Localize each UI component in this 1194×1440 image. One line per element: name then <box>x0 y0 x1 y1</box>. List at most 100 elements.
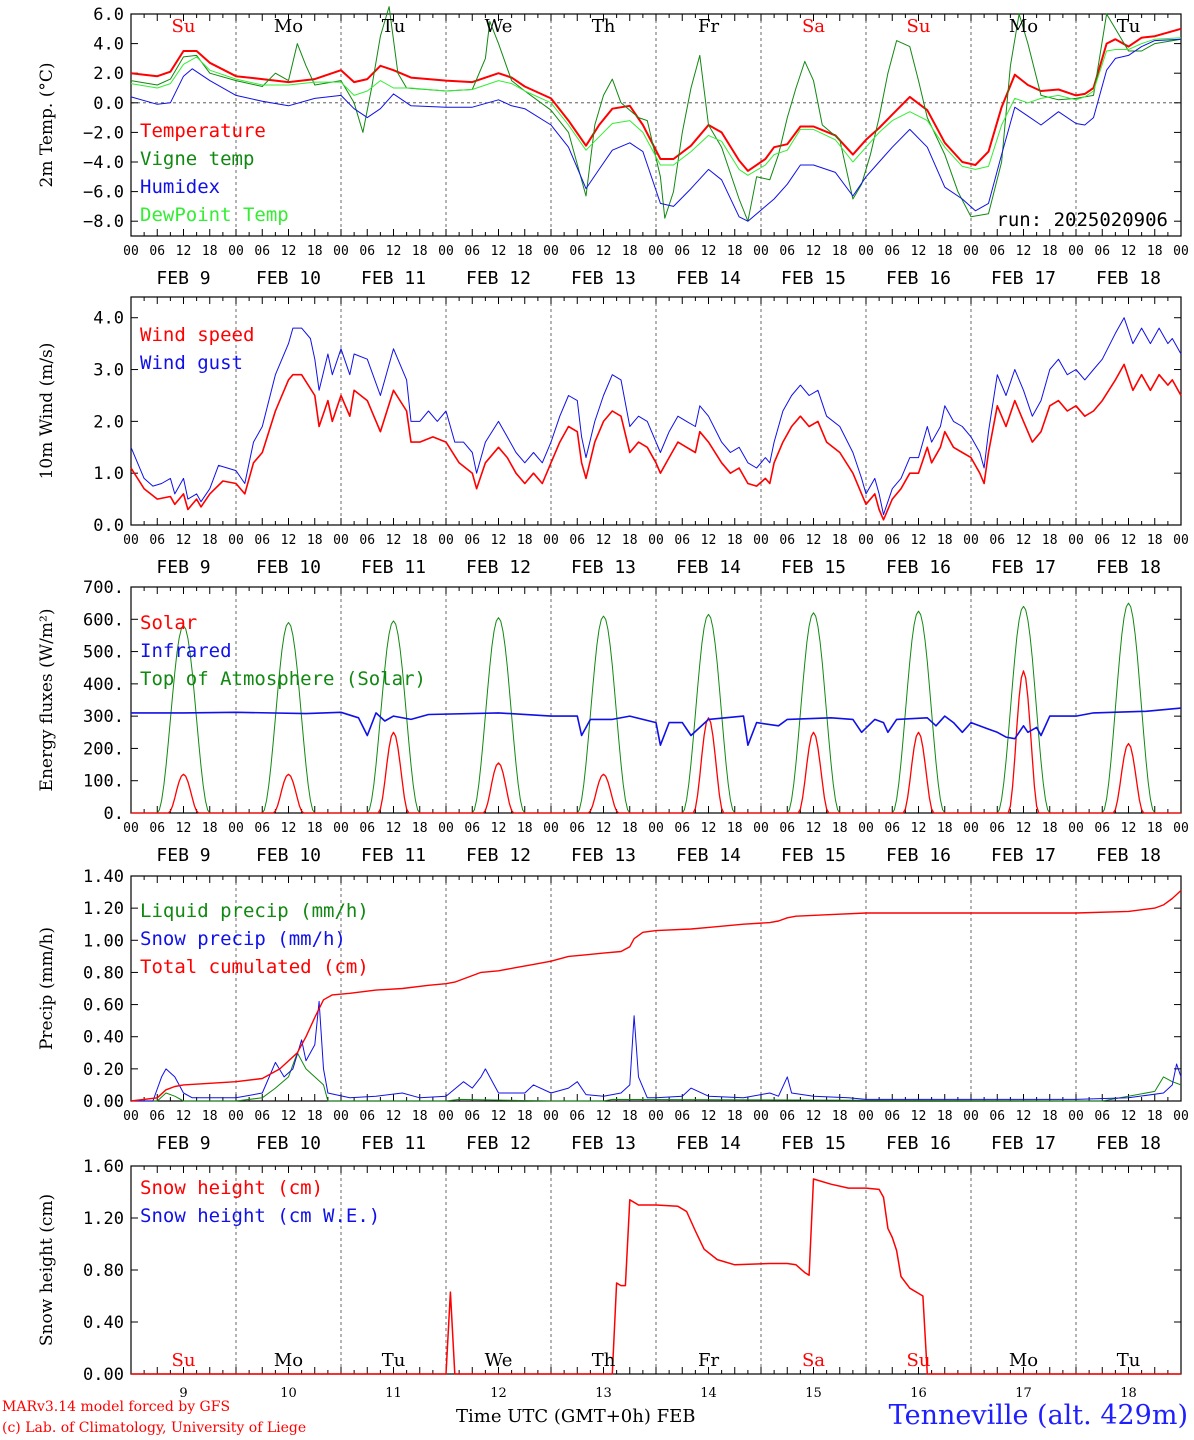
weekday-label: Tu <box>382 16 406 37</box>
hour-tick-label: 12 <box>806 533 822 548</box>
hour-tick-label: 18 <box>1147 244 1163 259</box>
hour-tick-label: 12 <box>491 533 507 548</box>
hour-tick-label: 18 <box>1147 821 1163 836</box>
hour-tick-label: 00 <box>963 244 979 259</box>
date-label: FEB 17 <box>991 845 1056 866</box>
hour-tick-label: 00 <box>543 533 559 548</box>
hour-tick-label: 18 <box>412 821 428 836</box>
hour-tick-label: 12 <box>806 244 822 259</box>
hour-tick-label: 00 <box>333 821 349 836</box>
hour-tick-label: 12 <box>701 821 717 836</box>
weekday-label: Fr <box>698 1350 719 1371</box>
hour-tick-label: 18 <box>832 533 848 548</box>
date-label: FEB 10 <box>256 557 321 578</box>
hour-tick-label: 06 <box>989 1109 1005 1124</box>
hour-tick-label: 18 <box>412 533 428 548</box>
legend-entry: Infrared <box>140 640 232 662</box>
weekday-label: Su <box>172 1350 196 1371</box>
weekday-label: Th <box>592 16 616 37</box>
date-label: FEB 15 <box>781 268 846 289</box>
hour-tick-label: 06 <box>1094 1109 1110 1124</box>
date-label: FEB 13 <box>571 845 636 866</box>
series-line-dewpoint-temp <box>130 37 1182 176</box>
y-tick-label: 2.0 <box>93 412 124 432</box>
hour-tick-label: 12 <box>176 533 192 548</box>
legend-entry: Top of Atmosphere (Solar) <box>140 668 426 690</box>
y-tick-label: 4.0 <box>93 309 124 329</box>
date-label: FEB 11 <box>361 1133 426 1154</box>
hour-tick-label: 06 <box>359 821 375 836</box>
hour-tick-label: 18 <box>832 1109 848 1124</box>
hour-tick-label: 00 <box>753 533 769 548</box>
hour-tick-label: 18 <box>727 244 743 259</box>
date-label: FEB 13 <box>571 557 636 578</box>
hour-tick-label: 12 <box>386 821 402 836</box>
hour-tick-label: 12 <box>806 1109 822 1124</box>
hour-tick-label: 18 <box>307 821 323 836</box>
series-line-wind-speed <box>130 363 1182 521</box>
day-number-label: 9 <box>179 1386 187 1401</box>
weekday-label: Su <box>907 16 931 37</box>
day-number-label: 16 <box>910 1386 927 1401</box>
y-tick-label: 1.20 <box>83 1209 124 1229</box>
hour-tick-label: 18 <box>727 533 743 548</box>
hour-tick-label: 12 <box>281 1109 297 1124</box>
hour-tick-label: 18 <box>1042 821 1058 836</box>
legend-entry: Temperature <box>140 120 266 142</box>
day-number-label: 13 <box>595 1386 612 1401</box>
y-tick-label: 2.0 <box>93 64 124 84</box>
hour-tick-label: 18 <box>307 1109 323 1124</box>
hour-tick-label: 12 <box>491 244 507 259</box>
hour-tick-label: 18 <box>832 821 848 836</box>
weekday-label: Mo <box>274 1350 303 1371</box>
hour-tick-label: 06 <box>674 533 690 548</box>
hour-tick-label: 00 <box>228 533 244 548</box>
date-label: FEB 10 <box>256 1133 321 1154</box>
model-credit: MARv3.14 model forced by GFS <box>2 1399 231 1415</box>
y-tick-label: 0.80 <box>83 963 124 983</box>
hour-tick-label: 06 <box>464 821 480 836</box>
hour-tick-label: 00 <box>648 1109 664 1124</box>
series-line-total-cumulated-cm- <box>130 889 1182 1102</box>
y-tick-label: 0.00 <box>83 1365 124 1385</box>
hour-tick-label: 06 <box>149 821 165 836</box>
date-label: FEB 14 <box>676 845 741 866</box>
hour-tick-label: 18 <box>1147 1109 1163 1124</box>
legend-entry: Wind speed <box>140 324 254 346</box>
hour-tick-label: 06 <box>464 244 480 259</box>
hour-tick-label: 00 <box>123 533 139 548</box>
day-number-label: 10 <box>280 1386 297 1401</box>
hour-tick-label: 00 <box>963 533 979 548</box>
date-label: FEB 17 <box>991 1133 1056 1154</box>
legend-entry: Wind gust <box>140 352 243 374</box>
date-label: FEB 14 <box>676 557 741 578</box>
hour-tick-label: 12 <box>596 244 612 259</box>
y-axis-title: 10m Wind (m/s) <box>37 343 57 480</box>
hour-tick-label: 12 <box>911 821 927 836</box>
y-tick-label: 1.20 <box>83 899 124 919</box>
hour-tick-label: 12 <box>386 244 402 259</box>
legend-entry: Liquid precip (mm/h) <box>140 900 369 922</box>
y-tick-label: 0.00 <box>83 1092 124 1112</box>
hour-tick-label: 12 <box>701 533 717 548</box>
hour-tick-label: 18 <box>727 1109 743 1124</box>
series-line-snow-precip-mm-h- <box>131 1000 1182 1102</box>
y-tick-label: 0. <box>104 804 124 824</box>
hour-tick-label: 06 <box>569 533 585 548</box>
hour-tick-label: 06 <box>149 533 165 548</box>
hour-tick-label: 06 <box>359 1109 375 1124</box>
day-number-label: 18 <box>1120 1386 1137 1401</box>
hour-tick-label: 18 <box>202 533 218 548</box>
hour-tick-label: 18 <box>622 821 638 836</box>
date-label: FEB 12 <box>466 557 531 578</box>
hour-tick-label: 18 <box>937 244 953 259</box>
y-tick-label: 700. <box>83 578 124 598</box>
y-tick-label: 400. <box>83 675 124 695</box>
hour-tick-label: 00 <box>228 1109 244 1124</box>
hour-tick-label: 06 <box>884 244 900 259</box>
hour-tick-label: 18 <box>937 1109 953 1124</box>
date-label: FEB 18 <box>1096 557 1161 578</box>
y-tick-label: −2.0 <box>83 123 124 143</box>
date-label: FEB 17 <box>991 557 1056 578</box>
